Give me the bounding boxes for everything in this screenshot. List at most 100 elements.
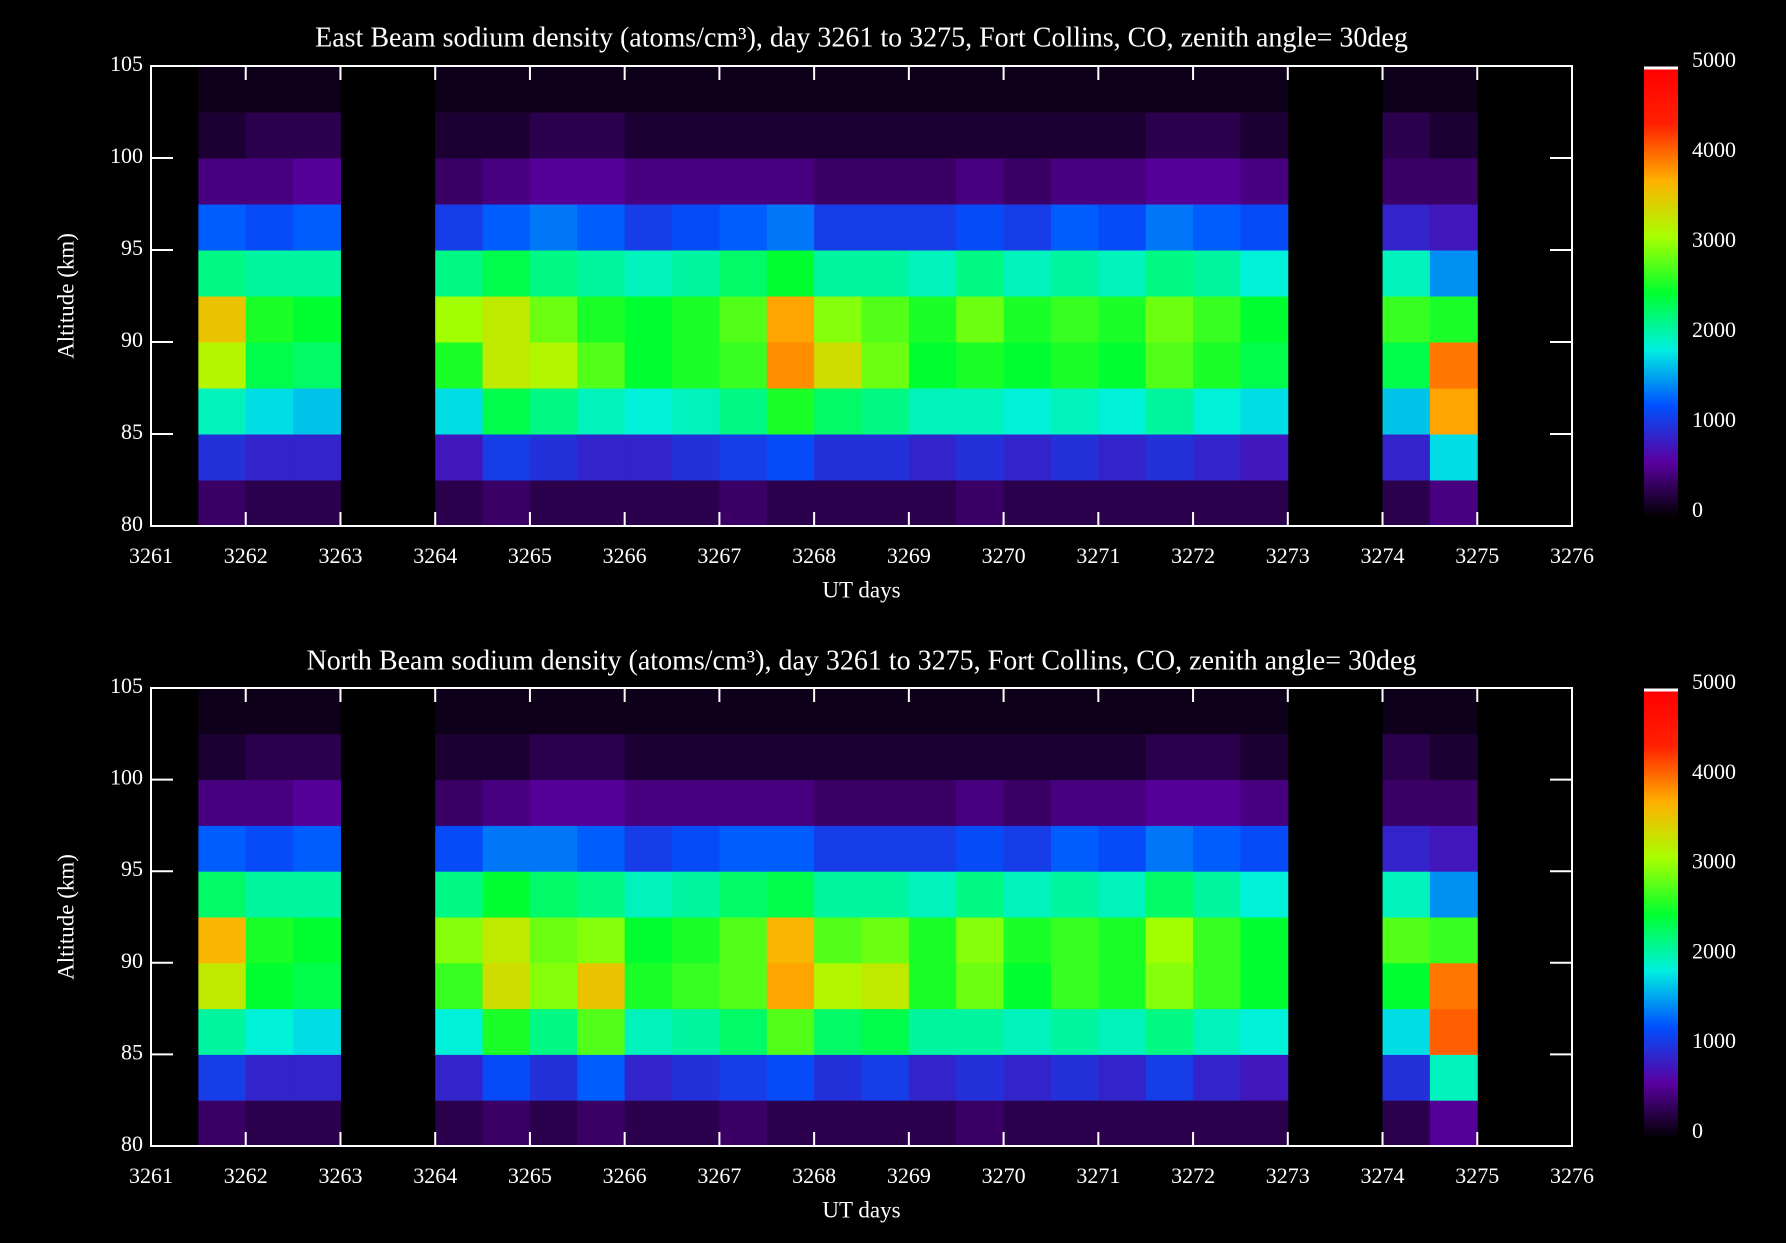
heatmap-cell	[1003, 688, 1052, 735]
heatmap-cell	[766, 1100, 815, 1147]
heatmap-cell	[435, 779, 484, 826]
heatmap-cell	[1003, 779, 1052, 826]
heatmap-cell	[956, 1100, 1005, 1147]
heatmap-cell	[908, 779, 957, 826]
heatmap-cell	[482, 388, 531, 435]
x-tick-label: 3276	[1550, 543, 1594, 568]
heatmap-cell	[956, 480, 1005, 527]
heatmap-cell	[293, 296, 341, 343]
heatmap-cell	[861, 917, 910, 964]
heatmap-cell	[529, 1100, 578, 1147]
heatmap-cell	[245, 688, 294, 735]
heatmap-cell	[245, 1008, 294, 1055]
heatmap-cell	[719, 204, 768, 251]
x-tick-label: 3264	[413, 543, 457, 568]
heatmap-cell	[1003, 204, 1052, 251]
heatmap-cell	[624, 296, 673, 343]
heatmap-cell	[719, 825, 768, 872]
heatmap-cell	[624, 480, 673, 527]
heatmap-cell	[908, 250, 957, 297]
heatmap-cell	[198, 434, 247, 481]
heatmap-cell	[814, 688, 862, 735]
heatmap-cell	[908, 158, 957, 205]
heatmap-cell	[1429, 388, 1478, 435]
y-tick-label: 85	[121, 419, 143, 444]
heatmap-cell	[719, 871, 768, 918]
heatmap-cell	[529, 342, 578, 389]
heatmap-cell	[1429, 480, 1478, 527]
heatmap-cell	[1240, 1054, 1289, 1101]
heatmap-cell	[1098, 871, 1147, 918]
heatmap-cell	[1003, 342, 1052, 389]
heatmap-cell	[719, 917, 768, 964]
heatmap-cell	[719, 296, 768, 343]
heatmap-cell	[908, 480, 957, 527]
x-tick-label: 3271	[1076, 1163, 1120, 1188]
heatmap-cell	[1382, 825, 1431, 872]
heatmap-cell	[719, 342, 768, 389]
heatmap-cell	[1382, 733, 1431, 781]
heatmap-cell	[577, 112, 626, 159]
heatmap-cell	[719, 388, 768, 435]
heatmap-cell	[482, 1100, 531, 1147]
heatmap-cell	[1240, 480, 1289, 527]
chart-title: East Beam sodium density (atoms/cm³), da…	[315, 22, 1408, 53]
x-axis-label: UT days	[822, 577, 900, 602]
heatmap-cell	[482, 779, 531, 826]
heatmap-cell	[1193, 1054, 1241, 1101]
heatmap-cell	[766, 917, 815, 964]
heatmap-cell	[1098, 204, 1147, 251]
heatmap-cell	[1003, 250, 1052, 297]
heatmap-cell	[624, 66, 673, 113]
heatmap-cell	[766, 825, 815, 872]
heatmap-cell	[766, 342, 815, 389]
colorbar	[1644, 68, 1678, 518]
heatmap-cell	[482, 434, 531, 481]
heatmap-cell	[766, 688, 815, 735]
heatmap-cell	[1003, 388, 1052, 435]
heatmap-cell	[672, 871, 720, 918]
heatmap-cell	[672, 1054, 720, 1101]
y-axis-label: Altitude (km)	[53, 854, 78, 980]
heatmap-cell	[1240, 871, 1289, 918]
heatmap-cell	[1193, 779, 1241, 826]
heatmap-cell	[1003, 962, 1052, 1010]
heatmap-cell	[719, 158, 768, 205]
heatmap-cell	[908, 342, 957, 389]
heatmap-cell	[1145, 733, 1194, 781]
heatmap-cell	[293, 434, 341, 481]
heatmap-cell	[624, 342, 673, 389]
colorbar-tick-label: 5000	[1692, 47, 1736, 72]
heatmap-cell	[577, 296, 626, 343]
heatmap-cell	[814, 917, 862, 964]
heatmap-cell	[908, 871, 957, 918]
heatmap-cell	[1098, 112, 1147, 159]
heatmap-cell	[245, 779, 294, 826]
heatmap-cell	[624, 1054, 673, 1101]
heatmap-cell	[814, 296, 862, 343]
heatmap-cell	[1003, 1054, 1052, 1101]
heatmap-cell	[1382, 688, 1431, 735]
heatmap-cell	[245, 917, 294, 964]
heatmap-cell	[908, 962, 957, 1010]
heatmap-cell	[1145, 434, 1194, 481]
heatmap-cell	[1429, 66, 1478, 113]
heatmap-cell	[1193, 66, 1241, 113]
heatmap-cell	[577, 871, 626, 918]
heatmap-cell	[719, 779, 768, 826]
heatmap-cell	[814, 480, 862, 527]
heatmap-cell	[1050, 1054, 1099, 1101]
heatmap-cell	[1050, 250, 1099, 297]
y-tick-label: 100	[110, 143, 143, 168]
heatmap-cell	[766, 1008, 815, 1055]
heatmap-cell	[1050, 66, 1099, 113]
x-tick-label: 3262	[224, 1163, 268, 1188]
heatmap-cell	[672, 434, 720, 481]
heatmap-cell	[482, 66, 531, 113]
heatmap-cell	[908, 204, 957, 251]
heatmap-cell	[672, 825, 720, 872]
x-tick-label: 3270	[982, 543, 1026, 568]
heatmap-cell	[861, 66, 910, 113]
heatmap-cell	[1050, 825, 1099, 872]
x-tick-label: 3269	[887, 1163, 931, 1188]
